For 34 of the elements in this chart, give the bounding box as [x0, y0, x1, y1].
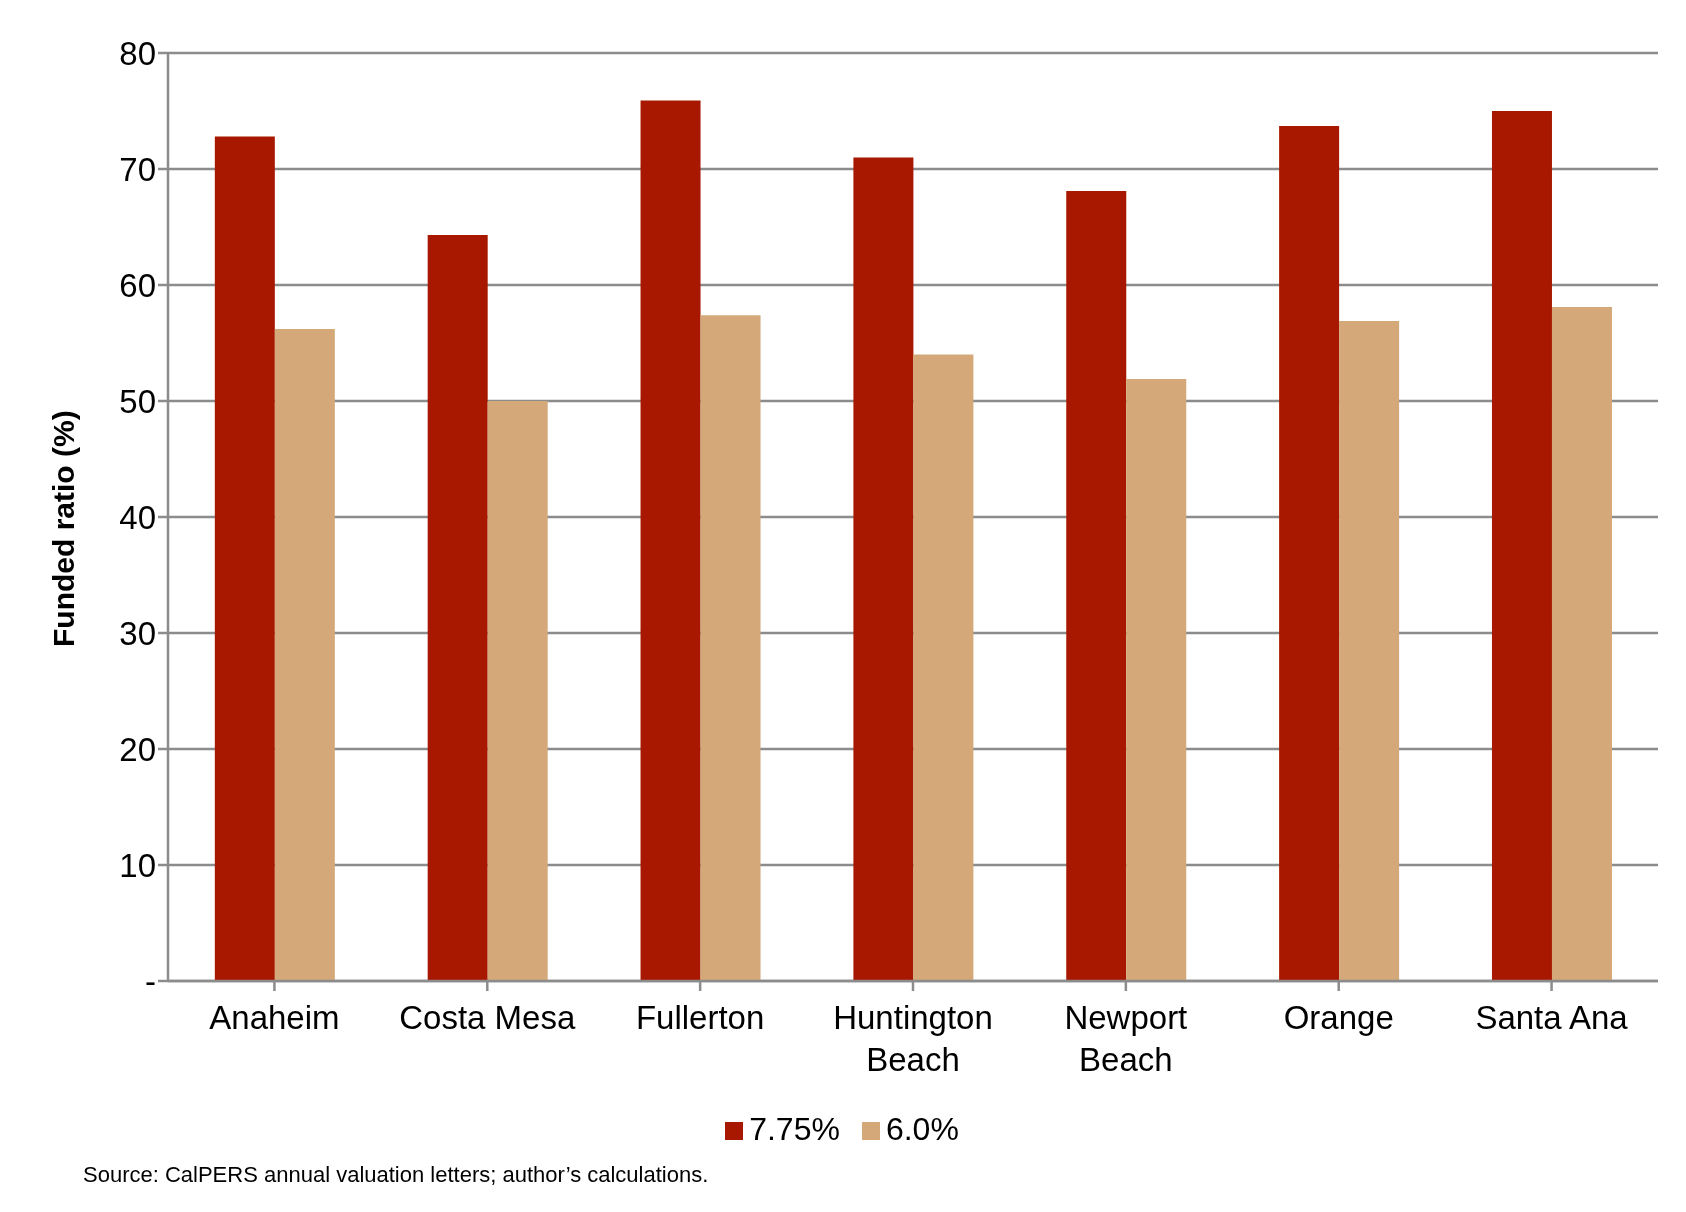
- y-tick-label: 60: [119, 266, 156, 304]
- bar: [1126, 378, 1187, 981]
- bar: [913, 354, 974, 981]
- y-axis-title: Funded ratio (%): [46, 410, 80, 647]
- bar: [1279, 126, 1340, 981]
- y-tick-label: -: [145, 962, 156, 1000]
- bar: [427, 235, 488, 981]
- legend-label: 6.0%: [884, 1111, 959, 1147]
- y-tick-label: 70: [119, 150, 156, 188]
- y-tick-label: 40: [119, 498, 156, 536]
- bar: [1551, 307, 1612, 981]
- x-tick-label: Orange: [1283, 999, 1394, 1036]
- x-tick-label: Anaheim: [209, 999, 340, 1036]
- bar: [640, 100, 701, 981]
- bar: [853, 157, 914, 981]
- y-tick-label: 10: [119, 846, 156, 884]
- legend-label: 7.75%: [748, 1111, 840, 1147]
- x-tick-label: Fullerton: [635, 999, 765, 1036]
- bar: [1339, 320, 1400, 981]
- x-tick-label: Newport Beach: [1064, 999, 1188, 1078]
- bar: [1491, 111, 1552, 981]
- x-tick-label: Costa Mesa: [399, 999, 576, 1036]
- source-note: Source: CalPERS annual valuation letters; author’s calculations.: [83, 1162, 710, 1188]
- bar: [700, 315, 761, 981]
- y-tick-label: 80: [119, 34, 156, 72]
- bar: [1066, 191, 1127, 981]
- y-tick-label: 50: [119, 382, 156, 420]
- y-tick-label: 30: [119, 614, 156, 652]
- x-tick-label: Huntington Beach: [833, 999, 993, 1078]
- bar: [487, 401, 548, 981]
- x-tick-label: Santa Ana: [1475, 999, 1629, 1036]
- bar: [274, 329, 335, 981]
- bar: [214, 136, 275, 981]
- y-tick-label: 20: [119, 730, 156, 768]
